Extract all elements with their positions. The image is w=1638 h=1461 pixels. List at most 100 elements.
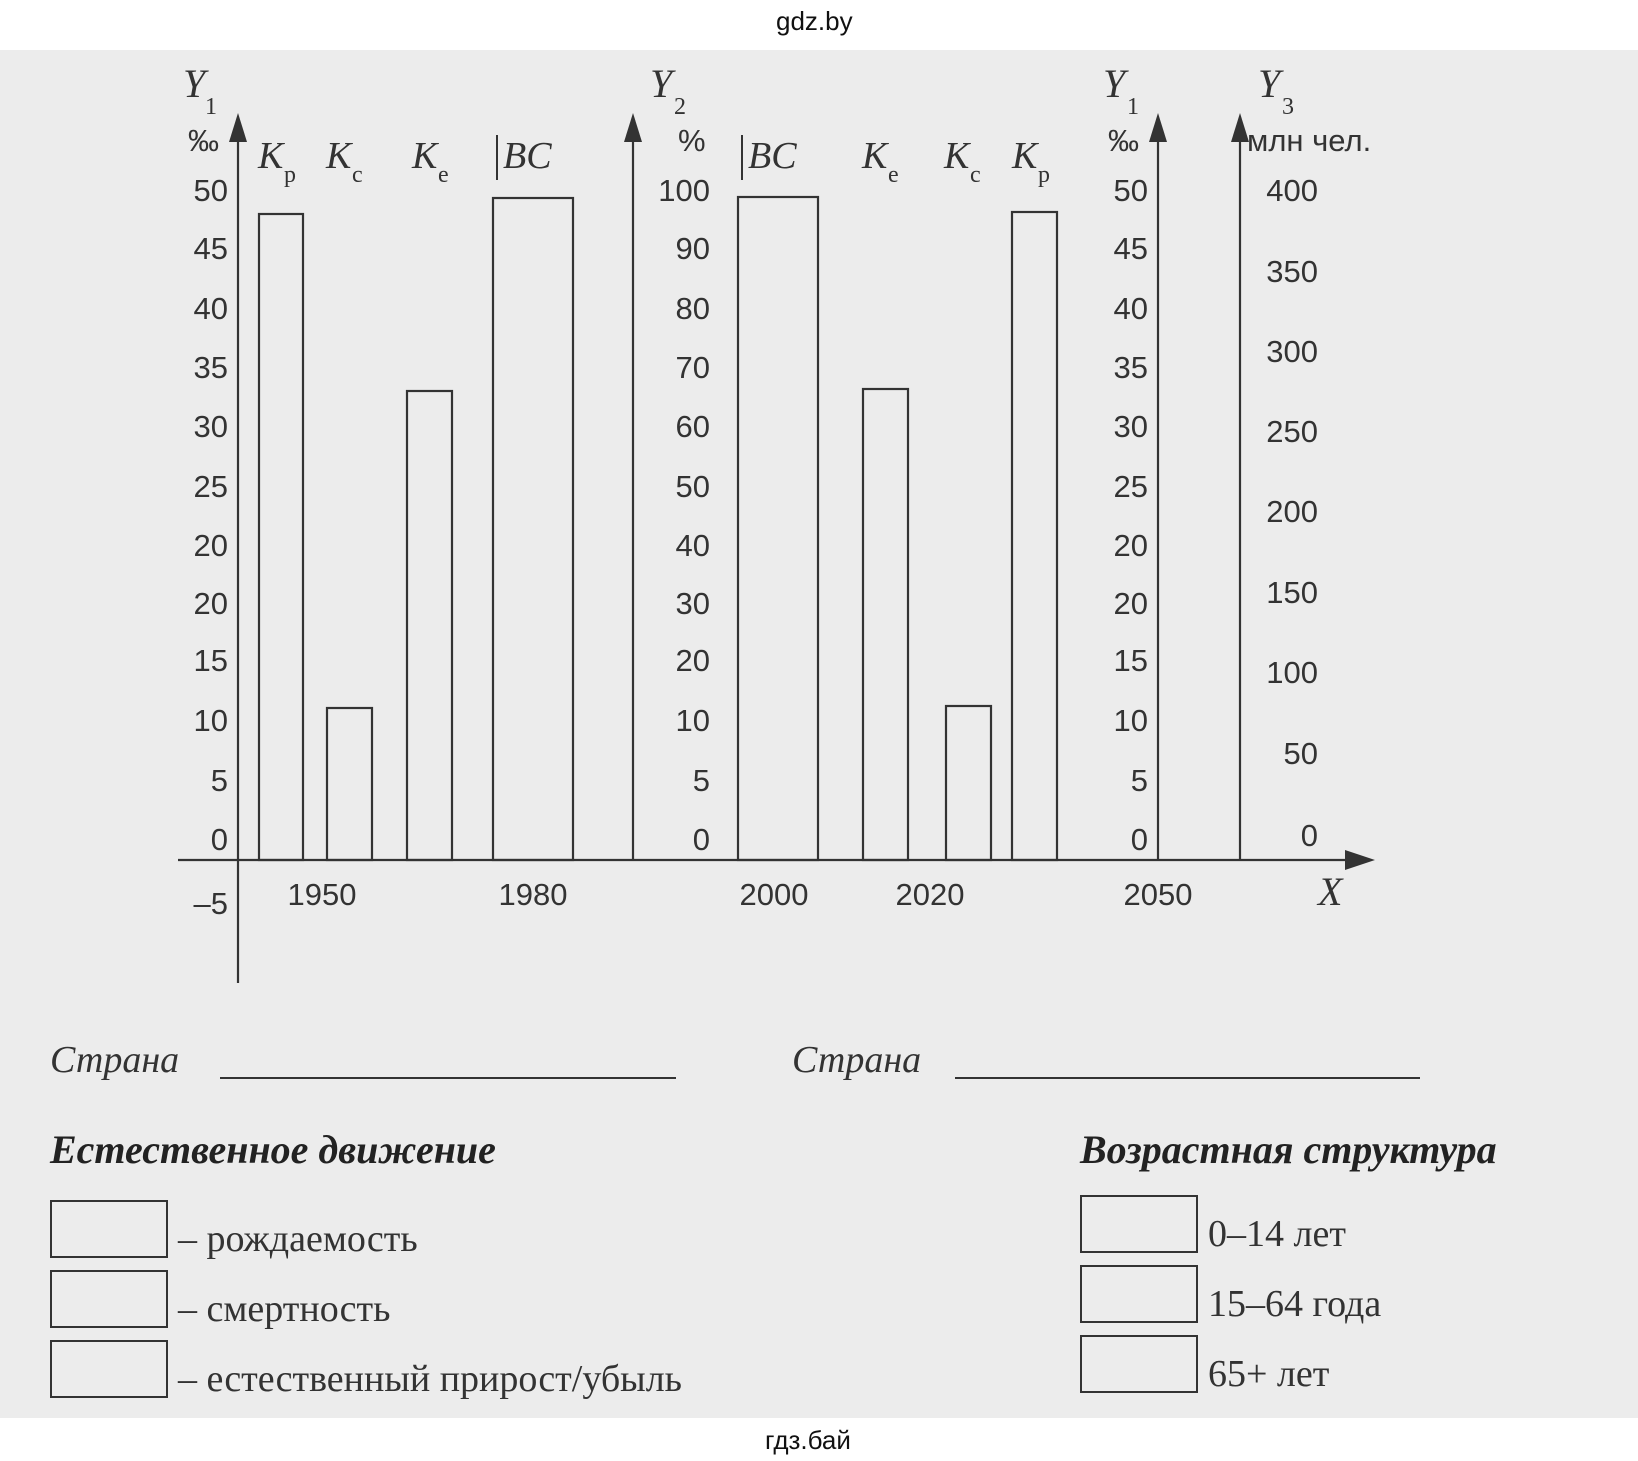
y1-left-arrow-icon — [229, 113, 247, 142]
legend-swatch-birth-rate[interactable] — [50, 1200, 168, 1258]
y3-symbol: Y — [1258, 61, 1284, 106]
svg-text:20: 20 — [1114, 528, 1148, 563]
svg-text:50: 50 — [676, 469, 710, 504]
svg-text:45: 45 — [1114, 231, 1148, 266]
svg-text:K: K — [411, 135, 439, 177]
legend-item-natural-growth: – естественный прирост/убыль — [50, 1340, 682, 1398]
bar-kp-2050 — [1010, 210, 1059, 862]
svg-text:BC: BC — [748, 135, 797, 177]
svg-text:20: 20 — [676, 643, 710, 678]
svg-text:15: 15 — [1114, 643, 1148, 678]
svg-text:0: 0 — [1301, 818, 1318, 853]
svg-text:35: 35 — [194, 350, 228, 385]
y1-right-unit: ‰ — [1108, 123, 1139, 158]
legend-age-structure-title: Возрастная структура — [1080, 1127, 1497, 1172]
svg-text:40: 40 — [676, 528, 710, 563]
watermark-top: gdz.by — [776, 6, 853, 36]
svg-text:2020: 2020 — [896, 877, 965, 912]
svg-text:1950: 1950 — [288, 877, 357, 912]
svg-text:25: 25 — [1114, 469, 1148, 504]
svg-text:0: 0 — [211, 822, 228, 857]
legend-swatch-age-0-14[interactable] — [1080, 1195, 1198, 1253]
y3-ticks: 400 350 300 250 200 150 100 50 0 — [1266, 173, 1318, 853]
legend-item-age-15-64: 15–64 года — [1080, 1265, 1381, 1323]
watermark-bottom: гдз.бай — [765, 1425, 851, 1455]
svg-text:80: 80 — [676, 291, 710, 326]
middle-column-labels: BC K е K с K р — [741, 135, 1050, 188]
y1-left-symbol: Y — [183, 61, 209, 106]
y1-right-subscript: 1 — [1127, 94, 1139, 120]
svg-text:250: 250 — [1266, 414, 1318, 449]
bar-ke-1980 — [405, 389, 454, 862]
y3-arrow-icon — [1231, 113, 1249, 142]
svg-text:30: 30 — [676, 586, 710, 621]
svg-text:20: 20 — [194, 586, 228, 621]
svg-text:с: с — [352, 162, 363, 188]
svg-text:90: 90 — [676, 231, 710, 266]
bar-kc-1950 — [325, 706, 374, 862]
y3-unit: млн чел. — [1247, 123, 1371, 158]
svg-text:60: 60 — [676, 409, 710, 444]
svg-text:20: 20 — [194, 528, 228, 563]
country-input-right[interactable] — [955, 1077, 1420, 1079]
svg-text:350: 350 — [1266, 254, 1318, 289]
legend-item-age-65-plus: 65+ лет — [1080, 1335, 1329, 1393]
y1-left-ticks: 50 45 40 35 30 25 20 15 10 5 0 –5 20 — [194, 173, 228, 921]
svg-text:400: 400 — [1266, 173, 1318, 208]
left-column-labels: K р K с K е BC — [257, 135, 552, 188]
y1-right-ticks: 50 45 40 35 30 25 20 20 15 10 5 0 — [1114, 173, 1148, 857]
svg-text:30: 30 — [1114, 409, 1148, 444]
svg-text:K: K — [943, 135, 971, 177]
svg-text:BC: BC — [503, 135, 552, 177]
y2-subscript: 2 — [674, 94, 686, 120]
x-axis-arrow-icon — [1345, 850, 1375, 870]
y2-ticks: 100 90 80 70 60 50 40 30 20 10 5 0 — [658, 173, 710, 857]
svg-text:р: р — [1038, 162, 1050, 188]
country-label-right: Страна — [792, 1039, 922, 1081]
country-label-left: Страна — [50, 1039, 180, 1081]
legend-item-birth-rate: – рождаемость — [50, 1200, 418, 1258]
svg-text:р: р — [284, 162, 296, 188]
y1-left-subscript: 1 — [205, 94, 217, 120]
y1-right-arrow-icon — [1149, 113, 1167, 142]
svg-text:70: 70 — [676, 350, 710, 385]
svg-text:е: е — [888, 162, 899, 188]
svg-text:0: 0 — [693, 822, 710, 857]
svg-text:5: 5 — [1131, 763, 1148, 798]
country-input-left[interactable] — [220, 1077, 676, 1079]
svg-text:е: е — [438, 162, 449, 188]
svg-text:K: K — [325, 135, 353, 177]
legend-item-death-rate: – смертность — [50, 1270, 390, 1328]
svg-text:30: 30 — [194, 409, 228, 444]
legend-swatch-death-rate[interactable] — [50, 1270, 168, 1328]
svg-text:10: 10 — [676, 703, 710, 738]
svg-text:10: 10 — [1114, 703, 1148, 738]
svg-text:с: с — [970, 162, 981, 188]
x-axis-year-labels: 1950 1980 2000 2020 2050 — [288, 877, 1193, 912]
legend-swatch-natural-growth[interactable] — [50, 1340, 168, 1398]
bar-kc-2020 — [944, 704, 993, 862]
svg-text:35: 35 — [1114, 350, 1148, 385]
svg-text:45: 45 — [194, 231, 228, 266]
svg-text:10: 10 — [194, 703, 228, 738]
svg-text:0: 0 — [1131, 822, 1148, 857]
legend-item-age-0-14: 0–14 лет — [1080, 1195, 1346, 1253]
svg-text:40: 40 — [1114, 291, 1148, 326]
svg-text:K: K — [861, 135, 889, 177]
y1-right-symbol: Y — [1103, 61, 1129, 106]
svg-text:40: 40 — [194, 291, 228, 326]
legend-swatch-age-15-64[interactable] — [1080, 1265, 1198, 1323]
svg-text:200: 200 — [1266, 494, 1318, 529]
legend-swatch-age-65-plus[interactable] — [1080, 1335, 1198, 1393]
svg-text:1980: 1980 — [499, 877, 568, 912]
svg-text:150: 150 — [1266, 575, 1318, 610]
bar-ke-2020 — [861, 387, 910, 862]
y1-left-unit: ‰ — [188, 123, 219, 158]
y3-subscript: 3 — [1282, 94, 1294, 120]
svg-text:5: 5 — [211, 763, 228, 798]
svg-text:100: 100 — [1266, 655, 1318, 690]
svg-text:50: 50 — [1114, 173, 1148, 208]
y2-unit: % — [678, 123, 706, 158]
svg-text:300: 300 — [1266, 334, 1318, 369]
y2-arrow-icon — [624, 113, 642, 142]
